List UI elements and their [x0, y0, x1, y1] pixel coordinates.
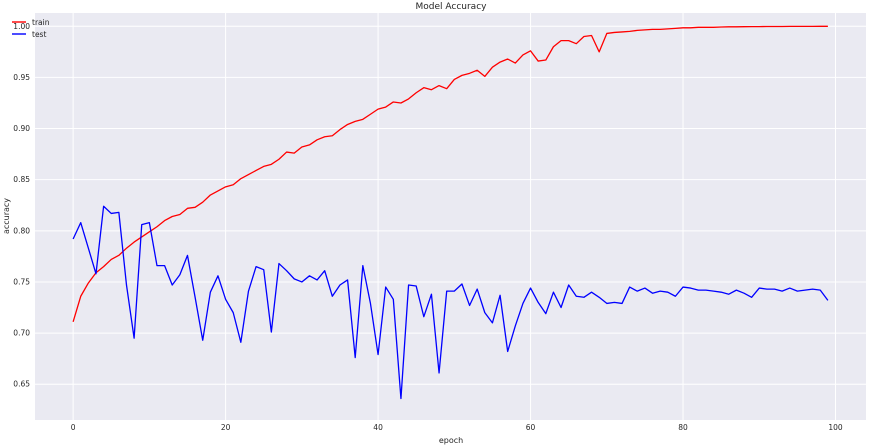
y-tick-label: 0.65: [13, 380, 30, 389]
series-lines: [72, 25, 829, 400]
chart-title: Model Accuracy: [416, 2, 488, 12]
y-tick-label: 0.80: [13, 226, 30, 235]
y-tick-label: 0.75: [13, 277, 30, 286]
legend: train test: [12, 18, 50, 39]
series-line-test: [72, 205, 829, 400]
tick-labels: 0 20 40 60 80 100 0.65 0.70 0.75 0.80 0.85 0.90 0.95…: [13, 22, 843, 432]
y-tick-label: 0.85: [13, 175, 30, 184]
y-tick-label: 0.70: [13, 329, 30, 338]
x-tick-label: 0: [71, 423, 76, 432]
legend-label-train: train: [32, 18, 50, 27]
y-axis-label: accuracy: [2, 198, 11, 234]
y-tick-label: 0.95: [13, 73, 30, 82]
series-line-train: [72, 25, 828, 323]
plot-area: [35, 13, 866, 420]
y-tick-label: 1.00: [13, 22, 30, 31]
x-tick-label: 60: [526, 423, 536, 432]
x-tick-label: 100: [828, 423, 843, 432]
x-axis-label: epoch: [439, 436, 463, 445]
legend-label-test: test: [32, 30, 46, 39]
x-tick-label: 80: [678, 423, 688, 432]
x-tick-label: 20: [221, 423, 231, 432]
y-tick-label: 0.90: [13, 124, 30, 133]
x-tick-label: 40: [373, 423, 383, 432]
